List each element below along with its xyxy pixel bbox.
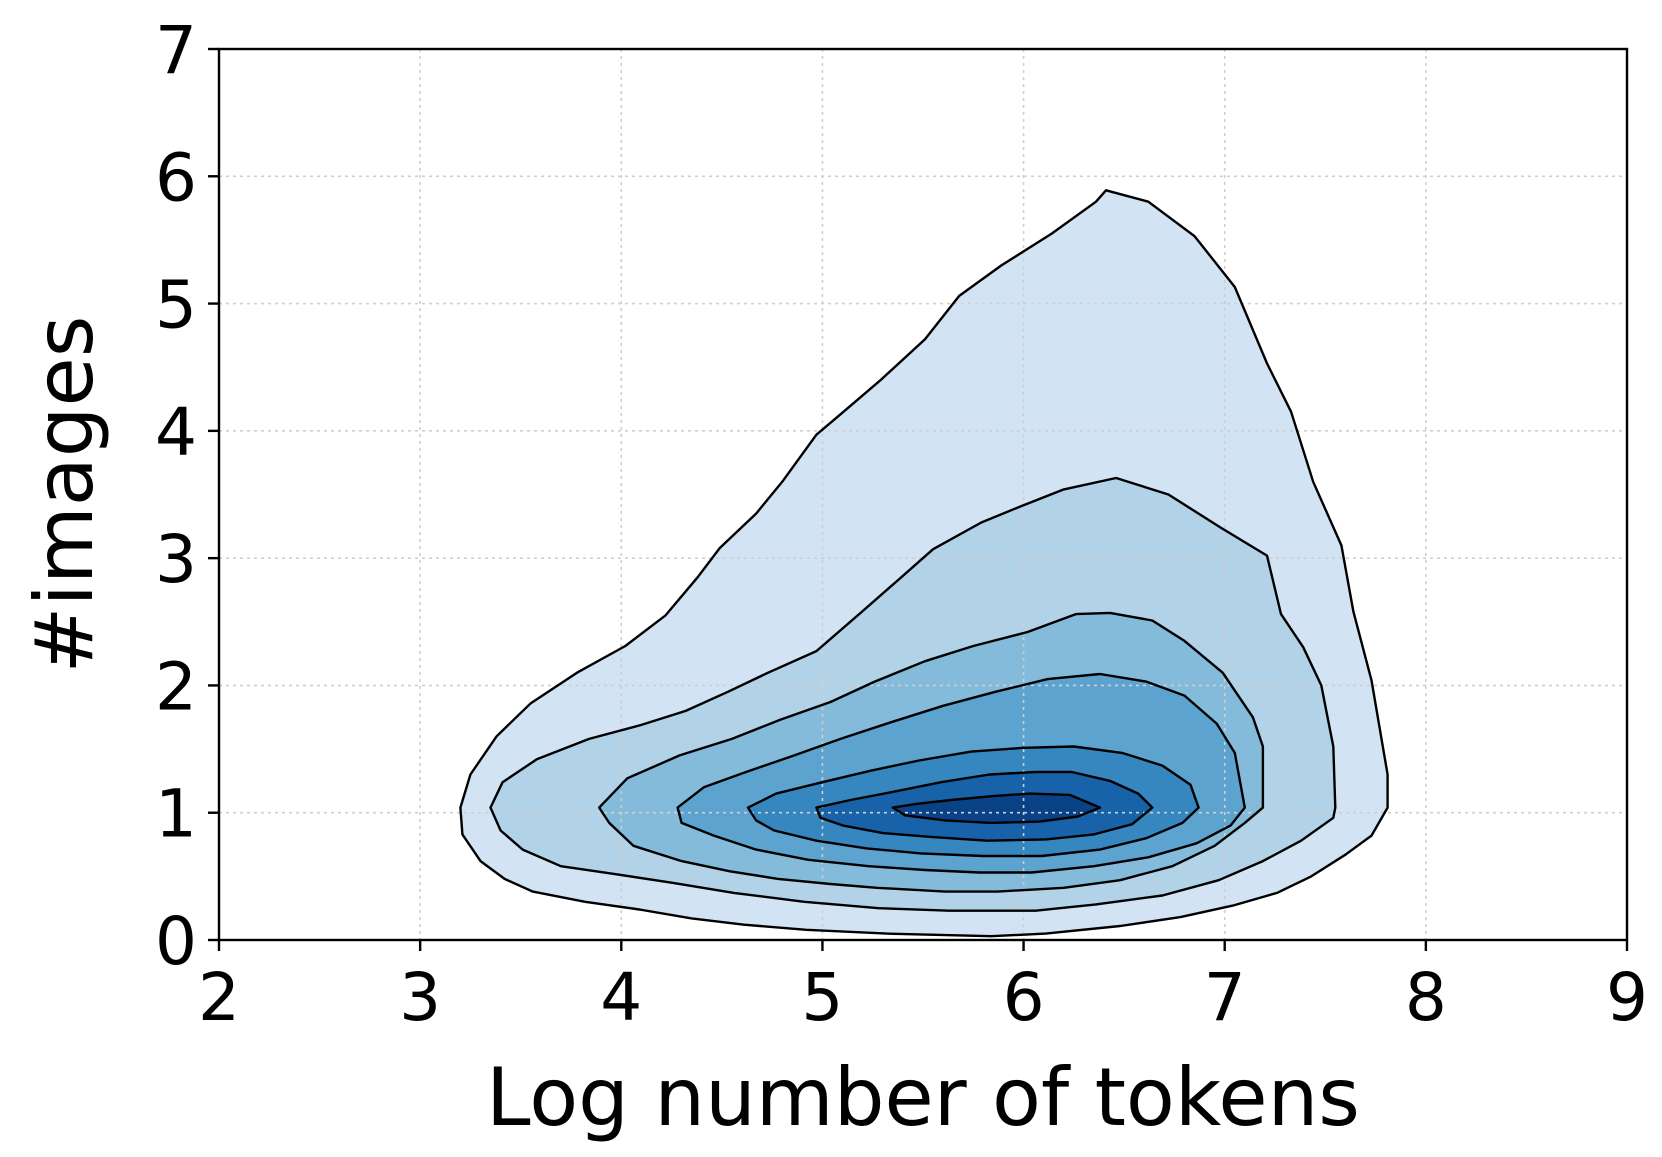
density-level-7-contour <box>891 792 1102 825</box>
density-level-4-contour <box>676 672 1247 874</box>
x-tick-label: 6 <box>1003 959 1045 1036</box>
axis-ticks: 2 3 4 5 6 7 8 9 0 1 2 3 4 5 6 7 <box>155 12 1648 1036</box>
density-contours <box>460 190 1388 937</box>
density-level-2-contour <box>489 476 1337 912</box>
x-tick-label: 2 <box>198 959 240 1036</box>
density-level-3-contour <box>598 611 1265 893</box>
x-tick-label: 5 <box>801 959 843 1036</box>
y-tick-label: 3 <box>155 521 197 598</box>
x-tick-label: 8 <box>1405 959 1447 1036</box>
y-tick-label: 5 <box>155 267 197 344</box>
y-tick-label: 2 <box>155 648 197 725</box>
contour-fills <box>460 190 1388 937</box>
y-tick-label: 1 <box>155 776 197 853</box>
density-level-6-contour <box>815 770 1154 842</box>
density-level-5-contour <box>746 745 1200 858</box>
y-tick-label: 7 <box>155 12 197 89</box>
density-level-1-contour <box>459 189 1389 938</box>
x-tick-label: 4 <box>600 959 642 1036</box>
y-tick-label: 0 <box>155 903 197 980</box>
y-axis-label: #images <box>18 316 111 674</box>
x-tick-label: 3 <box>399 959 441 1036</box>
x-tick-label: 7 <box>1204 959 1246 1036</box>
x-axis-label: Log number of tokens <box>486 1051 1360 1144</box>
contour-lines <box>459 189 1389 938</box>
y-tick-label: 4 <box>155 394 197 471</box>
plot-frame <box>217 47 1629 942</box>
y-tick-label: 6 <box>155 139 197 216</box>
x-tick-label: 9 <box>1606 959 1648 1036</box>
